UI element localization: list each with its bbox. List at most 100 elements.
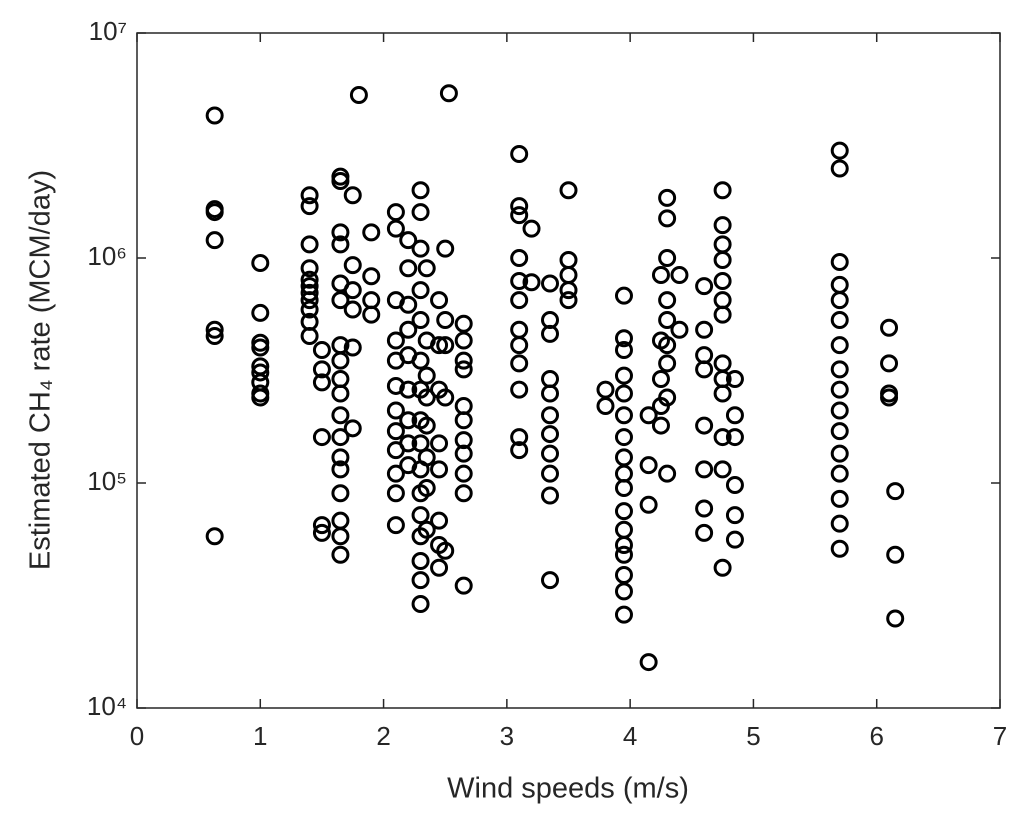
- point: [300, 270, 319, 289]
- point: [725, 530, 744, 549]
- point: [614, 428, 633, 447]
- point: [695, 460, 714, 479]
- point: [439, 84, 458, 103]
- point: [510, 441, 529, 460]
- point: [411, 351, 430, 370]
- point: [436, 541, 455, 560]
- point: [331, 527, 350, 546]
- point: [251, 303, 270, 322]
- y-tick-label: 10⁴: [87, 691, 127, 721]
- point: [417, 388, 436, 407]
- point: [725, 428, 744, 447]
- point: [411, 552, 430, 571]
- y-tick-label: 10⁷: [89, 16, 127, 46]
- point: [343, 338, 362, 357]
- point: [430, 291, 449, 310]
- point: [510, 380, 529, 399]
- point: [331, 223, 350, 242]
- point: [411, 281, 430, 300]
- point: [300, 283, 319, 302]
- point: [430, 460, 449, 479]
- y-tick-label: 10⁶: [87, 241, 127, 271]
- point: [886, 609, 905, 628]
- point: [436, 336, 455, 355]
- point: [541, 464, 560, 483]
- point: [614, 366, 633, 385]
- point: [510, 336, 529, 355]
- point: [411, 203, 430, 222]
- point: [541, 444, 560, 463]
- plot-frame: [136, 32, 1001, 709]
- point: [454, 484, 473, 503]
- point: [205, 320, 224, 339]
- point: [454, 351, 473, 370]
- x-tick-label: 2: [376, 721, 390, 751]
- point: [658, 311, 677, 330]
- point: [541, 274, 560, 293]
- point: [830, 444, 849, 463]
- point: [343, 256, 362, 275]
- point: [830, 514, 849, 533]
- point: [454, 411, 473, 430]
- point: [510, 206, 529, 225]
- point: [205, 327, 224, 346]
- point: [417, 448, 436, 467]
- point: [658, 291, 677, 310]
- point: [522, 219, 541, 238]
- point: [436, 311, 455, 330]
- point: [430, 511, 449, 530]
- point: [386, 219, 405, 238]
- point: [713, 428, 732, 447]
- point: [386, 401, 405, 420]
- point: [830, 422, 849, 441]
- point: [880, 354, 899, 373]
- point: [205, 106, 224, 125]
- point: [251, 254, 270, 273]
- point: [411, 571, 430, 590]
- point: [713, 460, 732, 479]
- point: [312, 523, 331, 542]
- point: [830, 464, 849, 483]
- point: [541, 406, 560, 425]
- point: [430, 336, 449, 355]
- point: [300, 186, 319, 205]
- point: [331, 171, 350, 190]
- point: [331, 428, 350, 447]
- point: [639, 495, 658, 514]
- point: [205, 527, 224, 546]
- point: [312, 428, 331, 447]
- point: [411, 311, 430, 330]
- point: [670, 320, 689, 339]
- point: [300, 235, 319, 254]
- point: [399, 231, 418, 250]
- point: [454, 331, 473, 350]
- point: [651, 369, 670, 388]
- point: [510, 197, 529, 216]
- point: [331, 351, 350, 370]
- point: [658, 249, 677, 267]
- point: [417, 520, 436, 539]
- point: [454, 444, 473, 463]
- point: [713, 181, 732, 200]
- point: [614, 341, 633, 360]
- point: [510, 249, 529, 267]
- point: [312, 341, 331, 360]
- point: [454, 314, 473, 333]
- x-tick-label: 6: [869, 721, 883, 751]
- point: [614, 536, 633, 555]
- point: [300, 291, 319, 310]
- point: [541, 486, 560, 505]
- point: [658, 188, 677, 207]
- point: [886, 545, 905, 564]
- point: [436, 388, 455, 407]
- point: [658, 209, 677, 228]
- point: [880, 388, 899, 407]
- point: [343, 186, 362, 205]
- point: [541, 324, 560, 343]
- point: [312, 373, 331, 392]
- point: [658, 354, 677, 373]
- point: [830, 539, 849, 558]
- point: [205, 231, 224, 250]
- point: [454, 360, 473, 379]
- point: [411, 594, 430, 613]
